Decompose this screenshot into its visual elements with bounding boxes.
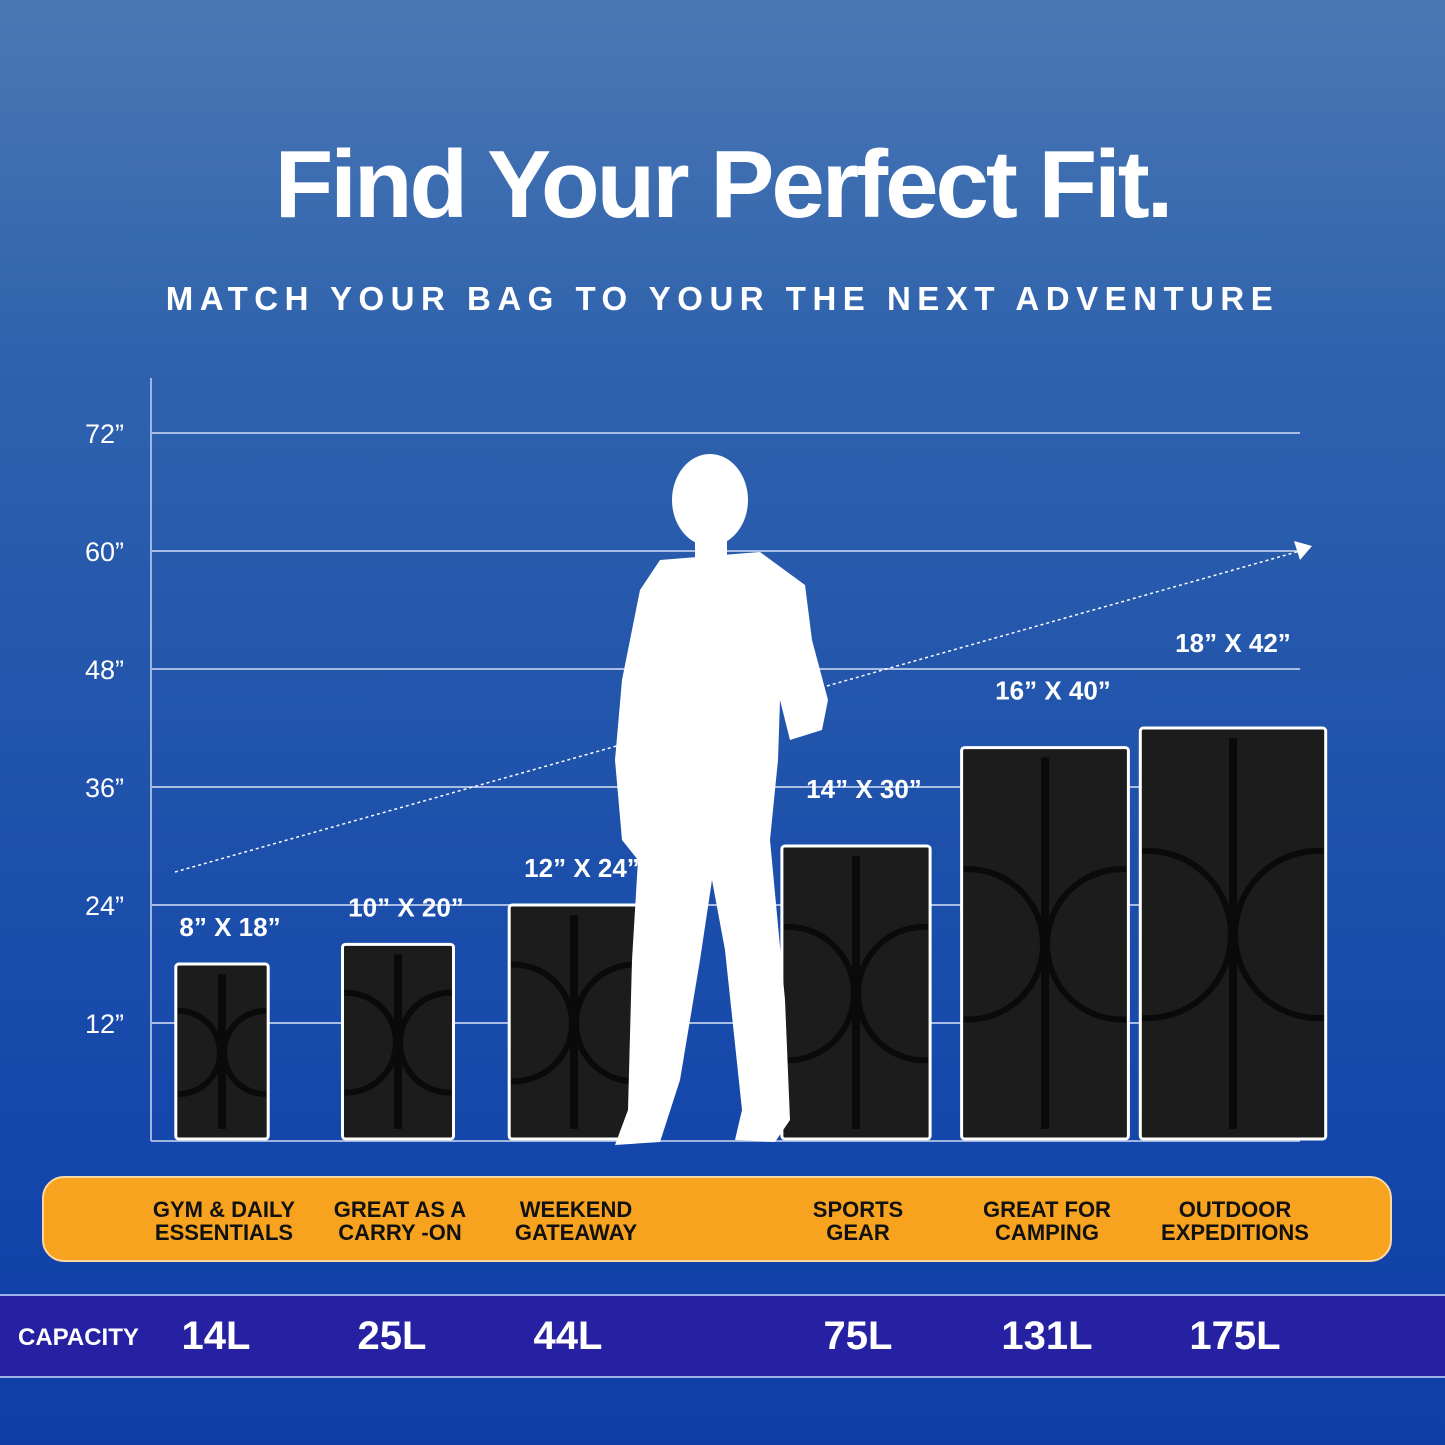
arrow-head-icon <box>1294 541 1312 560</box>
use-case-line: WEEKEND <box>519 1197 633 1222</box>
bag-handle <box>177 1007 224 1098</box>
use-case-line: GREAT FOR <box>983 1197 1111 1222</box>
bag-handle <box>854 923 929 1064</box>
use-case-label: OUTDOOR EXPEDITIONS <box>1135 1198 1335 1244</box>
capacity-value: 131L <box>1001 1314 1093 1358</box>
y-tick-label: 72” <box>85 419 124 449</box>
bag-handle <box>396 989 452 1096</box>
bag-size-label: 14” X 30” <box>806 774 922 804</box>
use-case-line: OUTDOOR <box>1178 1197 1292 1222</box>
bag-handle <box>783 923 858 1064</box>
use-case-line: GATEAWAY <box>514 1220 638 1245</box>
capacity-value: 44L <box>533 1314 603 1358</box>
y-tick-label: 48” <box>85 655 124 685</box>
bag-handle <box>1231 847 1324 1022</box>
person-silhouette <box>615 454 828 1145</box>
use-case-line: GEAR <box>826 1220 890 1245</box>
bag-size-label: 18” X 42” <box>1175 628 1291 658</box>
bag-bar <box>1138 726 1328 1141</box>
bag-bar <box>507 903 641 1141</box>
y-tick-label: 12” <box>85 1009 124 1039</box>
use-case-label: GREAT AS A CARRY -ON <box>300 1198 500 1244</box>
bag-handle <box>511 961 576 1085</box>
capacity-value: 25L <box>357 1314 427 1358</box>
page-title: Find Your Perfect Fit. <box>274 131 1174 238</box>
capacity-value: 175L <box>1189 1314 1281 1358</box>
bag-bar <box>174 962 270 1141</box>
use-case-band: GYM & DAILY ESSENTIALS GREAT AS A CARRY -ON… <box>42 1176 1392 1262</box>
bag-handle <box>220 1007 267 1098</box>
page-subtitle: MATCH YOUR BAG TO YOUR THE NEXT ADVENTUR… <box>165 280 1280 317</box>
use-case-line: SPORTS <box>812 1197 904 1222</box>
bag-handle <box>1142 847 1235 1022</box>
use-case-label: GREAT FOR CAMPING <box>947 1198 1147 1244</box>
use-case-label: SPORTS GEAR <box>758 1198 958 1244</box>
y-tick-label: 60” <box>85 537 124 567</box>
y-tick-label: 24” <box>85 891 124 921</box>
capacity-label: CAPACITY <box>18 1324 139 1351</box>
bag-handle <box>344 989 400 1096</box>
use-case-line: EXPEDITIONS <box>1161 1220 1309 1245</box>
bag-bar <box>341 942 455 1141</box>
capacity-value: 75L <box>823 1314 893 1358</box>
use-case-line: CAMPING <box>995 1220 1099 1245</box>
capacity-value: 14L <box>181 1314 251 1358</box>
use-case-line: GREAT AS A <box>333 1197 467 1222</box>
size-chart: 12” 24” 36” 48” 60” 72” 8” X 18” 10” X 20” 12” … <box>85 378 1328 1145</box>
bag-size-label: 16” X 40” <box>995 676 1111 706</box>
use-case-line: CARRY -ON <box>338 1220 462 1245</box>
y-tick-label: 36” <box>85 773 124 803</box>
bag-bar <box>960 746 1130 1141</box>
bag-size-label: 10” X 20” <box>348 892 464 922</box>
bag-handle <box>572 961 637 1085</box>
bag-size-label: 12” X 24” <box>524 853 640 883</box>
capacity-band: CAPACITY 14L 25L 44L 75L 131L 175L <box>0 1294 1445 1378</box>
use-case-line: ESSENTIALS <box>154 1220 294 1245</box>
use-case-label: GYM & DAILY ESSENTIALS <box>124 1198 324 1244</box>
bag-size-label: 8” X 18” <box>179 912 280 942</box>
use-case-label: WEEKEND GATEAWAY <box>476 1198 676 1244</box>
bag-bar <box>780 844 932 1141</box>
bag-handle <box>963 866 1047 1023</box>
bag-handle <box>1043 866 1127 1023</box>
use-case-line: GYM & DAILY <box>152 1197 296 1222</box>
